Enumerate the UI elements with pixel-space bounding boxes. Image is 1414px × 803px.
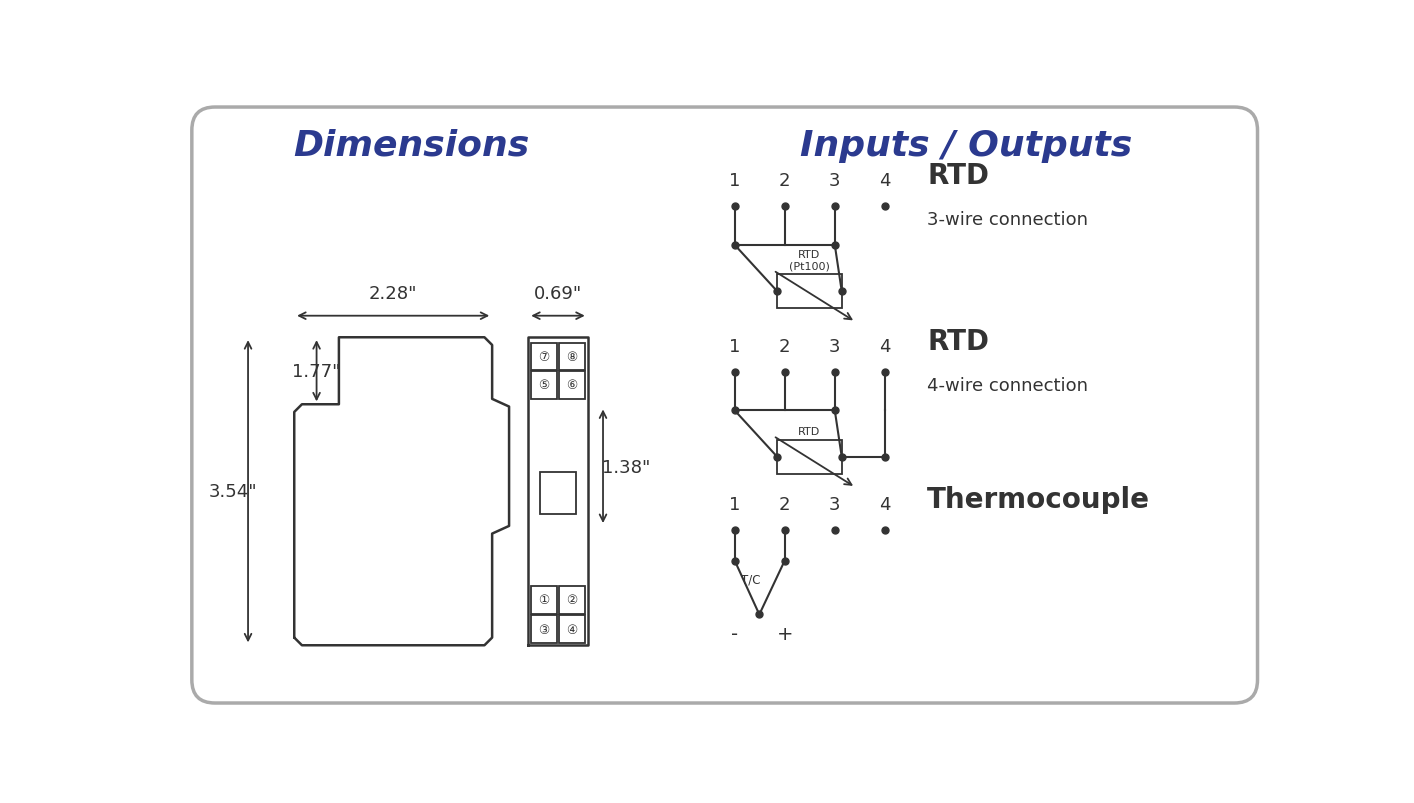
Text: -: - [731, 625, 738, 643]
FancyBboxPatch shape [192, 108, 1257, 703]
Text: ⑤: ⑤ [539, 379, 550, 392]
Bar [530, 586, 557, 614]
Text: +: + [776, 625, 793, 643]
Text: 3-wire connection: 3-wire connection [928, 211, 1089, 229]
Bar [530, 343, 557, 371]
Text: 4: 4 [880, 172, 891, 190]
Text: ⑥: ⑥ [567, 379, 578, 392]
Text: 3.54": 3.54" [208, 483, 257, 500]
Text: ⑧: ⑧ [567, 351, 578, 364]
Text: 3: 3 [829, 337, 840, 356]
Bar [530, 615, 557, 643]
Text: 4: 4 [880, 495, 891, 513]
Text: 4-wire connection: 4-wire connection [928, 377, 1089, 394]
Text: Inputs / Outputs: Inputs / Outputs [799, 128, 1131, 162]
Text: 3: 3 [829, 495, 840, 513]
Text: Thermocouple: Thermocouple [928, 485, 1150, 513]
Text: 1: 1 [730, 172, 741, 190]
Text: 2: 2 [779, 495, 790, 513]
Text: ③: ③ [539, 623, 550, 636]
Bar [559, 586, 585, 614]
Bar [559, 343, 585, 371]
Text: 1: 1 [730, 337, 741, 356]
Text: 1: 1 [730, 495, 741, 513]
Text: RTD: RTD [928, 162, 990, 190]
Text: 1.77": 1.77" [293, 363, 341, 381]
Text: ②: ② [567, 593, 578, 606]
Bar [530, 372, 557, 399]
Text: 0.69": 0.69" [533, 284, 581, 303]
Bar [778, 440, 841, 474]
Text: Dimensions: Dimensions [293, 128, 529, 162]
Bar [778, 275, 841, 308]
Text: 4: 4 [880, 337, 891, 356]
Bar [559, 615, 585, 643]
Text: ①: ① [539, 593, 550, 606]
Text: 2: 2 [779, 172, 790, 190]
Text: RTD: RTD [928, 328, 990, 356]
Bar [559, 372, 585, 399]
Text: RTD
(Pt100): RTD (Pt100) [789, 250, 830, 271]
Text: RTD: RTD [799, 426, 820, 436]
Text: 3: 3 [829, 172, 840, 190]
Bar [540, 472, 575, 515]
Text: T/C: T/C [741, 573, 761, 585]
Text: 2.28": 2.28" [369, 284, 417, 303]
Text: 1.38": 1.38" [602, 458, 650, 476]
Text: 2: 2 [779, 337, 790, 356]
Text: ⑦: ⑦ [539, 351, 550, 364]
Text: ④: ④ [567, 623, 578, 636]
